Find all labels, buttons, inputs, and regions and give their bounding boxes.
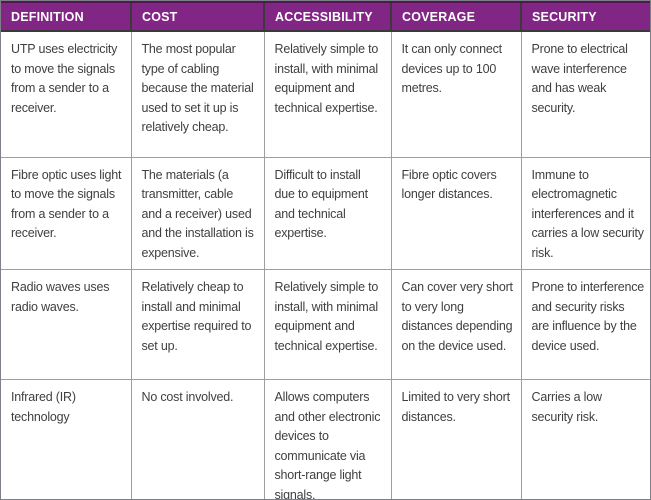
cell-infrared-security: Carries a low security risk. bbox=[520, 379, 650, 499]
cell-infrared-definition: Infrared (IR) technology bbox=[1, 379, 131, 499]
table-row-radio-waves: Radio waves uses radio waves. Relatively… bbox=[1, 269, 650, 380]
cell-utp-coverage: It can only connect devices up to 100 me… bbox=[390, 31, 521, 157]
table-row-fibre-optic: Fibre optic uses light to move the signa… bbox=[1, 156, 650, 270]
cell-radio-cost: Relatively cheap to install and minimal … bbox=[130, 269, 264, 380]
cell-infrared-accessibility: Allows computers and other electronic de… bbox=[263, 379, 391, 499]
cell-utp-definition: UTP uses electricity to move the signals… bbox=[1, 31, 131, 157]
cell-utp-cost: The most popular type of cabling because… bbox=[130, 31, 264, 157]
cell-utp-accessibility: Relatively simple to install, with minim… bbox=[263, 31, 391, 157]
cell-infrared-cost: No cost involved. bbox=[130, 379, 264, 499]
table-row-infrared: Infrared (IR) technology No cost involve… bbox=[1, 379, 650, 499]
cell-infrared-coverage: Limited to very short distances. bbox=[390, 379, 521, 499]
column-header-definition: DEFINITION bbox=[1, 1, 131, 32]
cell-utp-security: Prone to electrical wave interference an… bbox=[520, 31, 650, 157]
cell-fibre-security: Immune to electromagnetic interferences … bbox=[520, 156, 650, 270]
cell-fibre-cost: The materials (a transmitter, cable and … bbox=[130, 156, 264, 270]
table-row-utp: UTP uses electricity to move the signals… bbox=[1, 31, 650, 157]
cell-radio-accessibility: Relatively simple to install, with minim… bbox=[263, 269, 391, 380]
column-header-security: SECURITY bbox=[520, 1, 650, 32]
cell-fibre-accessibility: Difficult to install due to equipment an… bbox=[263, 156, 391, 270]
column-header-accessibility: ACCESSIBILITY bbox=[263, 1, 391, 32]
cell-radio-coverage: Can cover very short to very long distan… bbox=[390, 269, 521, 380]
table-header-row: DEFINITION COST ACCESSIBILITY COVERAGE S… bbox=[1, 1, 650, 32]
cell-radio-definition: Radio waves uses radio waves. bbox=[1, 269, 131, 380]
cell-fibre-coverage: Fibre optic covers longer distances. bbox=[390, 156, 521, 270]
column-header-cost: COST bbox=[130, 1, 264, 32]
cell-fibre-definition: Fibre optic uses light to move the signa… bbox=[1, 156, 131, 270]
column-header-coverage: COVERAGE bbox=[390, 1, 521, 32]
cell-radio-security: Prone to interference and security risks… bbox=[520, 269, 650, 380]
